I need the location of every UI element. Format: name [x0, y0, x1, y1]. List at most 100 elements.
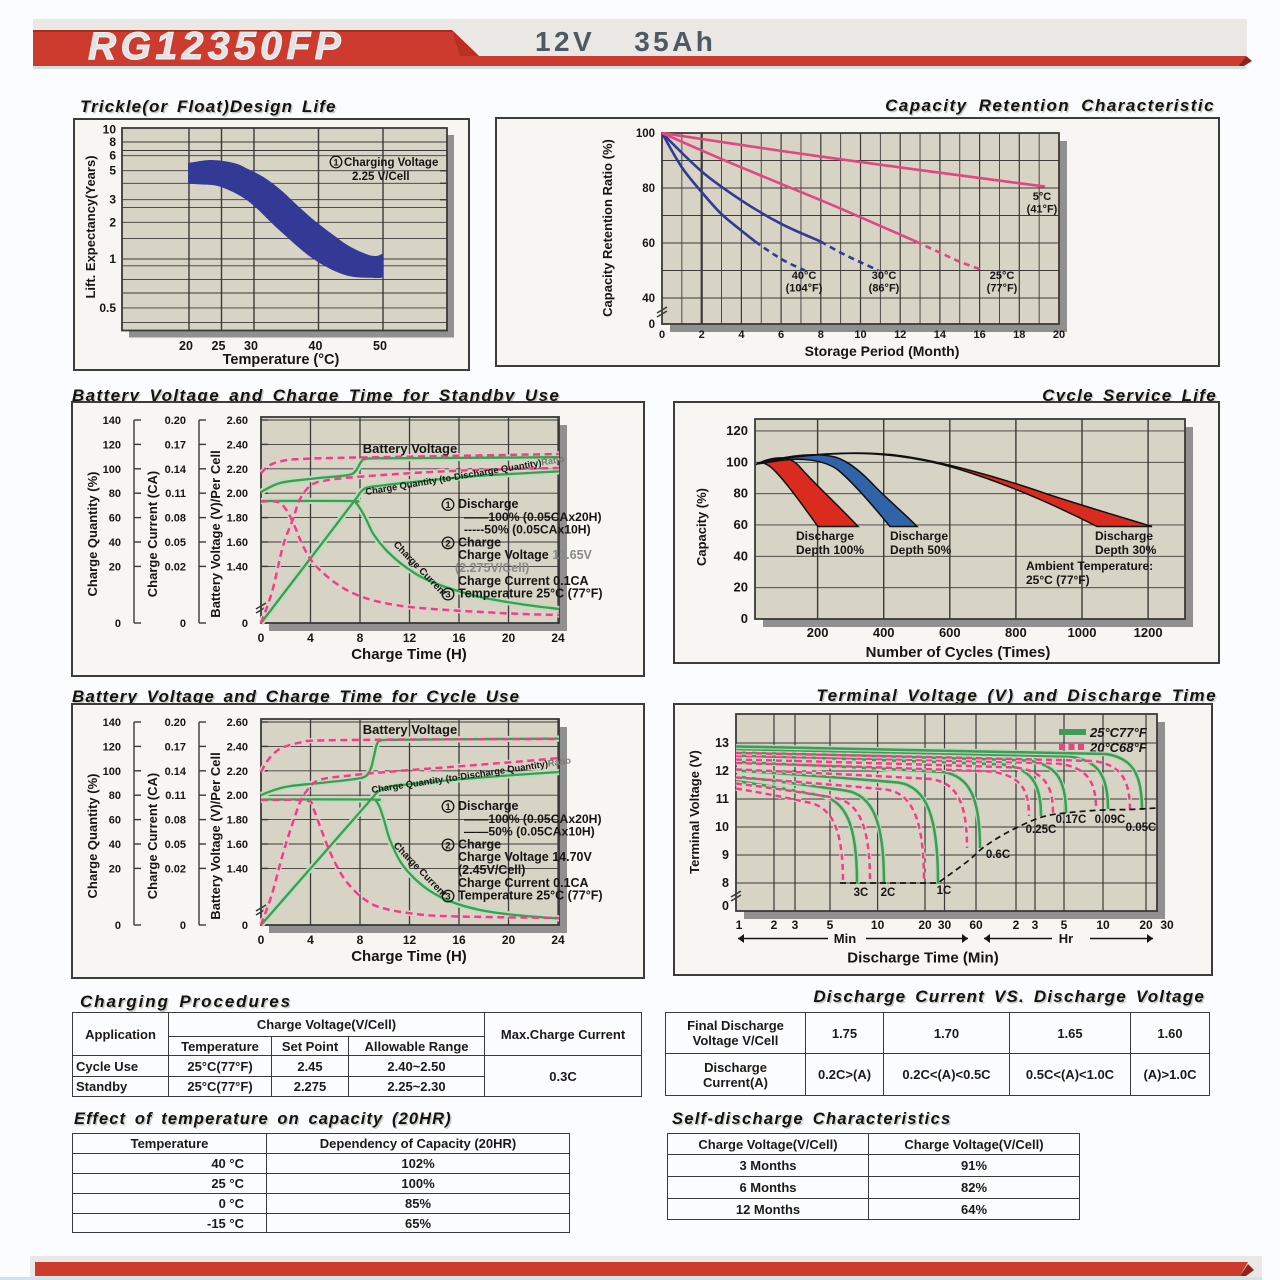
svg-text:1200: 1200 [1134, 625, 1163, 640]
svg-text:1.40: 1.40 [227, 561, 248, 573]
svg-text:120: 120 [726, 423, 748, 438]
svg-text:20: 20 [109, 863, 121, 875]
svg-text:40: 40 [309, 339, 323, 353]
svg-text:3: 3 [792, 918, 799, 932]
svg-text:60: 60 [109, 513, 121, 525]
svg-text:0: 0 [722, 899, 729, 913]
svg-text:Discharge: Discharge [796, 529, 854, 543]
svg-text:(41°F): (41°F) [1027, 204, 1058, 216]
svg-text:Temperature 25°C (77°F): Temperature 25°C (77°F) [458, 587, 603, 601]
svg-text:0: 0 [242, 618, 248, 630]
svg-text:25°C: 25°C [990, 270, 1015, 282]
svg-text:0: 0 [242, 920, 248, 932]
svg-text:100: 100 [636, 128, 655, 140]
svg-text:2.00: 2.00 [227, 488, 248, 500]
svg-text:Terminal Voltage (V): Terminal Voltage (V) [687, 750, 702, 874]
svg-text:2.60: 2.60 [227, 717, 248, 729]
svg-text:Capacity Retention Ratio (%): Capacity Retention Ratio (%) [600, 139, 615, 317]
svg-text:400: 400 [873, 625, 895, 640]
svg-text:0: 0 [649, 319, 655, 331]
svg-text:14: 14 [934, 329, 947, 341]
svg-text:2: 2 [445, 840, 450, 851]
svg-text:140: 140 [103, 717, 121, 729]
svg-text:0: 0 [258, 933, 265, 947]
svg-text:0.05C: 0.05C [1126, 822, 1157, 834]
svg-text:6: 6 [109, 149, 116, 163]
svg-text:200: 200 [807, 625, 829, 640]
svg-text:——50% (0.05CAx10H): ——50% (0.05CAx10H) [464, 825, 595, 839]
svg-text:10: 10 [871, 918, 885, 932]
svg-text:12: 12 [403, 933, 417, 947]
svg-text:20: 20 [502, 631, 516, 645]
svg-text:Charge Quantity (%): Charge Quantity (%) [85, 472, 100, 597]
svg-text:40: 40 [642, 293, 655, 305]
svg-text:0: 0 [258, 631, 265, 645]
svg-text:0: 0 [180, 920, 186, 932]
svg-text:Charge Current 0.1CA: Charge Current 0.1CA [458, 876, 589, 890]
svg-text:50: 50 [373, 339, 387, 353]
svg-text:Charge Current (CA): Charge Current (CA) [145, 471, 160, 597]
svg-text:1: 1 [333, 157, 339, 168]
svg-text:2.25 V/Cell: 2.25 V/Cell [352, 171, 410, 183]
svg-text:0.05: 0.05 [165, 839, 186, 851]
svg-text:1.80: 1.80 [227, 513, 248, 525]
svg-text:0.5: 0.5 [99, 301, 116, 315]
svg-text:Charge Quantity (%): Charge Quantity (%) [85, 774, 100, 899]
svg-text:2: 2 [109, 215, 116, 229]
svg-text:8: 8 [722, 876, 729, 890]
svg-text:20: 20 [1139, 918, 1153, 932]
svg-text:3: 3 [445, 892, 450, 903]
svg-text:0: 0 [115, 618, 121, 630]
svg-text:60: 60 [969, 918, 983, 932]
svg-text:0.08: 0.08 [165, 815, 186, 827]
svg-text:2: 2 [771, 918, 778, 932]
svg-text:RG12350FP: RG12350FP [88, 25, 345, 68]
svg-text:20°C68°F: 20°C68°F [1089, 740, 1148, 755]
svg-text:0.25C: 0.25C [1026, 824, 1057, 836]
svg-text:Charge Current 0.1CA: Charge Current 0.1CA [458, 574, 589, 588]
svg-text:0.14: 0.14 [165, 464, 187, 476]
svg-text:80: 80 [734, 486, 748, 501]
svg-text:1.60: 1.60 [227, 839, 248, 851]
svg-text:0: 0 [180, 618, 186, 630]
svg-text:80: 80 [642, 183, 655, 195]
svg-text:Charging Voltage: Charging Voltage [344, 157, 438, 169]
svg-text:18: 18 [1013, 329, 1025, 341]
svg-text:20: 20 [179, 339, 193, 353]
svg-text:100: 100 [103, 766, 121, 778]
svg-text:Discharge: Discharge [458, 497, 518, 511]
svg-text:8: 8 [357, 933, 364, 947]
svg-text:8: 8 [357, 631, 364, 645]
svg-text:0.11: 0.11 [165, 488, 186, 500]
svg-text:1: 1 [736, 918, 743, 932]
svg-text:10: 10 [854, 329, 866, 341]
svg-text:80: 80 [109, 488, 121, 500]
svg-text:13: 13 [715, 736, 729, 750]
svg-text:4: 4 [307, 631, 314, 645]
svg-text:5°C: 5°C [1033, 191, 1052, 203]
svg-text:3: 3 [109, 193, 116, 207]
svg-text:Charge Voltage 14.70V: Charge Voltage 14.70V [458, 850, 593, 864]
svg-text:1.60: 1.60 [227, 537, 248, 549]
svg-text:40: 40 [109, 839, 121, 851]
svg-text:(86°F): (86°F) [869, 283, 900, 295]
svg-text:12: 12 [403, 631, 417, 645]
svg-text:2.40: 2.40 [227, 439, 248, 451]
svg-text:Depth 30%: Depth 30% [1095, 543, 1157, 557]
svg-text:0: 0 [115, 920, 121, 932]
svg-text:2.00: 2.00 [227, 790, 248, 802]
svg-text:12: 12 [715, 764, 729, 778]
svg-text:600: 600 [939, 625, 961, 640]
svg-text:0.20: 0.20 [165, 717, 186, 729]
svg-text:2.40: 2.40 [227, 741, 248, 753]
svg-text:Charge Current (CA): Charge Current (CA) [145, 773, 160, 899]
svg-text:0.11: 0.11 [165, 790, 186, 802]
svg-text:Charge Time (H): Charge Time (H) [351, 948, 467, 965]
svg-text:30: 30 [244, 339, 258, 353]
svg-text:0.02: 0.02 [165, 863, 186, 875]
svg-text:20: 20 [918, 918, 932, 932]
svg-text:60: 60 [109, 815, 121, 827]
svg-text:2.60: 2.60 [227, 415, 248, 427]
svg-text:20: 20 [734, 580, 748, 595]
svg-text:——100% (0.05CAx20H): ——100% (0.05CAx20H) [464, 510, 602, 524]
